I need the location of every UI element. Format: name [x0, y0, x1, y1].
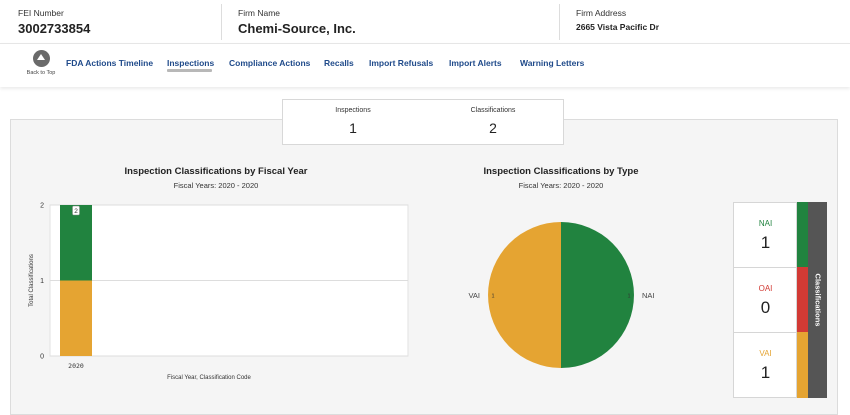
nav-import-refusals[interactable]: Import Refusals: [369, 58, 434, 68]
y-tick-label: 1: [40, 278, 44, 285]
pie-slice-label: NAI: [642, 291, 655, 300]
legend-code: OAI: [758, 284, 773, 293]
section-nav: Back to Top FDA Actions Timeline Inspect…: [0, 43, 850, 87]
pie-slice-value: 1: [491, 294, 494, 300]
nav-compliance-actions[interactable]: Compliance Actions: [229, 58, 311, 68]
legend-count: 0: [760, 298, 771, 317]
x-axis-title: Fiscal Year, Classification Code: [167, 375, 251, 381]
firm-name-label: Firm Name: [238, 8, 281, 18]
pie-slice-vai: [488, 222, 561, 368]
legend-code: NAI: [758, 219, 773, 228]
bar-chart-title: Inspection Classifications by Fiscal Yea…: [124, 166, 308, 177]
pie-chart: 1 NAI 1 VAI: [468, 222, 655, 368]
firm-header: FEI Number 3002733854 Firm Name Chemi-So…: [0, 0, 850, 43]
classifications-count-block: Classifications 2: [443, 107, 543, 136]
firm-name-value: Chemi-Source, Inc.: [238, 21, 356, 36]
classifications-tab-label: Classifications: [813, 273, 822, 327]
nav-warning-letters[interactable]: Warning Letters: [520, 58, 585, 68]
fei-number-label: FEI Number: [18, 8, 64, 18]
classifications-count-label: Classifications: [470, 107, 516, 114]
classifications-tab[interactable]: Classifications: [808, 202, 827, 398]
y-axis-title: Total Classifications: [29, 254, 35, 307]
pie-slice-value: 1: [627, 294, 630, 300]
pie-slice-label: VAI: [468, 291, 480, 300]
nav-inspections[interactable]: Inspections: [167, 58, 215, 68]
bar-total-label-box: [72, 205, 80, 216]
bar-segment-vai: [60, 280, 92, 356]
back-to-top-label: Back to Top: [26, 70, 56, 76]
header-divider: [559, 4, 560, 40]
legend-color-stripe-vai: [797, 332, 808, 398]
legend-item-oai: OAI 0: [734, 268, 797, 333]
x-tick-label: 2020: [68, 362, 84, 370]
active-tab-indicator: [167, 69, 212, 72]
inspection-summary-card: Inspections 1 Classifications 2: [282, 99, 564, 145]
classification-legend-card: NAI 1 OAI 0 VAI 1: [733, 202, 797, 398]
legend-item-nai: NAI 1: [734, 203, 797, 268]
fei-number-value: 3002733854: [18, 21, 91, 36]
back-to-top-button[interactable]: Back to Top: [22, 50, 60, 76]
legend-code: VAI: [759, 349, 772, 358]
inspections-count-block: Inspections 1: [303, 107, 403, 136]
pie-slice-nai: [561, 222, 634, 368]
pie-chart-subtitle: Fiscal Years: 2020 - 2020: [518, 181, 604, 190]
nav-recalls[interactable]: Recalls: [324, 58, 354, 68]
nav-import-alerts[interactable]: Import Alerts: [449, 58, 502, 68]
legend-color-stripe-nai: [797, 202, 808, 267]
y-tick-label: 2: [40, 203, 44, 210]
inspections-count-label: Inspections: [335, 107, 371, 114]
bar-chart-subtitle: Fiscal Years: 2020 - 2020: [173, 181, 259, 190]
legend-count: 1: [760, 233, 771, 252]
classifications-count-value: 2: [489, 120, 497, 136]
header-divider: [221, 4, 222, 40]
legend-item-vai: VAI 1: [734, 333, 797, 398]
legend-count: 1: [760, 363, 771, 382]
pie-chart-title: Inspection Classifications by Type: [483, 166, 639, 177]
bar-total-label: 2: [74, 208, 78, 215]
bar-segment-nai: [60, 205, 92, 281]
firm-address-value: 2665 Vista Pacific Dr: [576, 22, 660, 32]
nav-fda-actions-timeline[interactable]: FDA Actions Timeline: [66, 58, 154, 68]
inspections-count-value: 1: [349, 120, 357, 136]
y-tick-label: 0: [40, 354, 44, 361]
legend-color-stripe-oai: [797, 267, 808, 332]
bar-chart: 0 1 2 2 2020 Fiscal Year, Classification Code…: [29, 203, 409, 381]
firm-address-label: Firm Address: [576, 8, 627, 18]
arrow-up-icon: [32, 50, 50, 67]
